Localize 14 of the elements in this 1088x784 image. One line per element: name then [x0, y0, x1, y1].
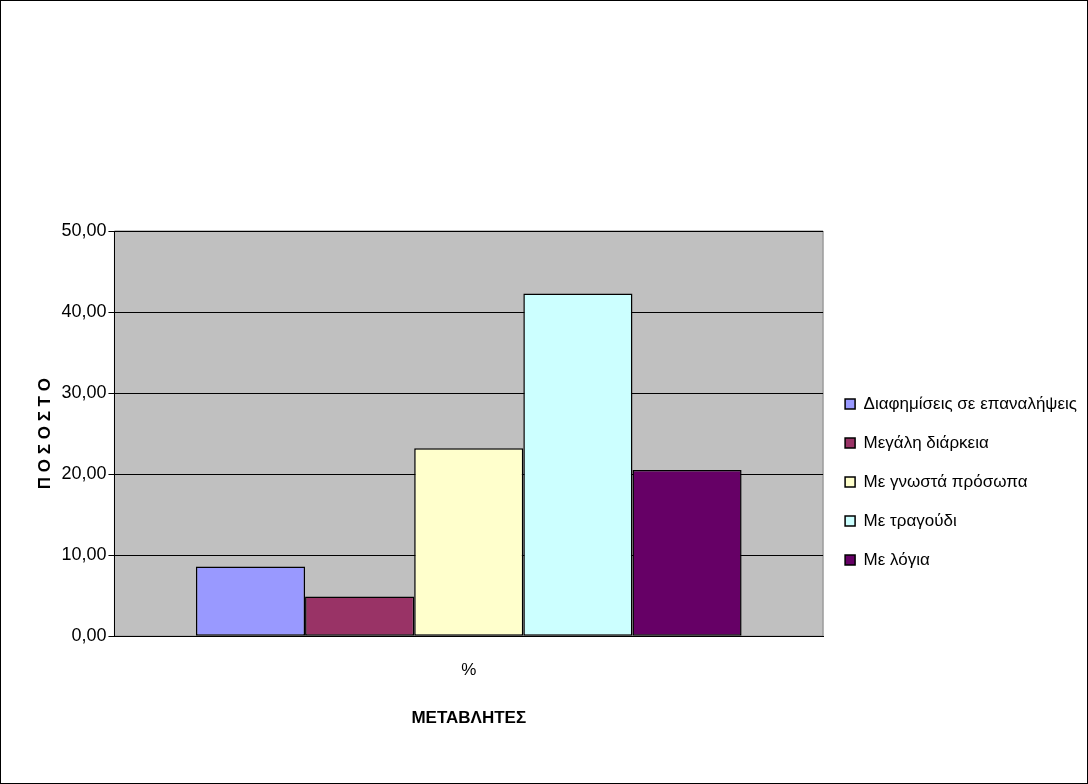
legend-label: Μεγάλη διάρκεια: [863, 432, 989, 452]
y-tick-label: 0,00: [71, 625, 107, 646]
x-tick-label: %: [461, 660, 477, 680]
x-axis-title: ΜΕΤΑΒΛΗΤΕΣ: [411, 708, 527, 728]
legend-label: Με γνωστά πρόσωπα: [863, 471, 1028, 491]
legend-label: Με τραγούδι: [863, 510, 957, 530]
legend-label: Διαφημίσεις σε επαναλήψεις: [863, 393, 1078, 413]
y-axis-title: Π Ο Σ Ο Σ Τ Ο: [34, 378, 54, 490]
y-tick-label: 10,00: [61, 544, 107, 565]
y-tick-label: 50,00: [61, 219, 107, 240]
y-tick-label: 30,00: [61, 382, 107, 403]
legend-label: Με λόγια: [863, 549, 931, 569]
y-tick-label: 20,00: [61, 463, 107, 484]
y-tick-label: 40,00: [61, 301, 107, 322]
